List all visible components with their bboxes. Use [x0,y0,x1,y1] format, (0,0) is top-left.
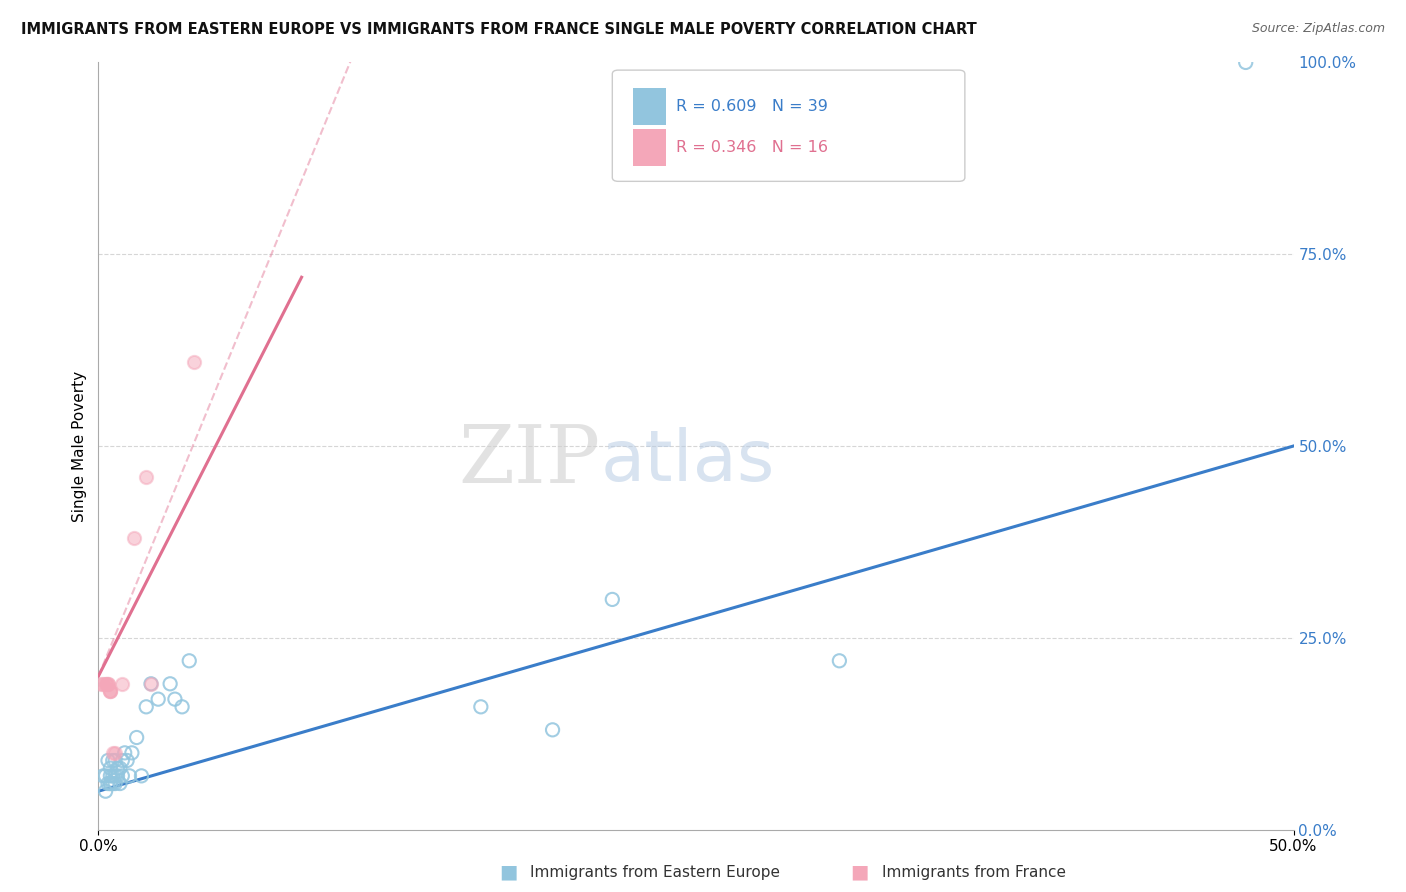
Text: atlas: atlas [600,427,775,496]
Y-axis label: Single Male Poverty: Single Male Poverty [72,370,87,522]
Point [98,684,122,698]
Text: IMMIGRANTS FROM EASTERN EUROPE VS IMMIGRANTS FROM FRANCE SINGLE MALE POVERTY COR: IMMIGRANTS FROM EASTERN EUROPE VS IMMIGR… [21,22,977,37]
Point [101,776,124,790]
Point [108,761,131,775]
Point [98,769,122,783]
Point [125,731,148,745]
Point [98,684,122,698]
FancyBboxPatch shape [613,70,965,181]
Point [163,692,186,706]
Text: ZIP: ZIP [458,422,600,500]
Text: ■: ■ [851,863,869,882]
Point [602,592,624,607]
Point [98,761,122,775]
Point [101,754,124,768]
Point [131,769,153,783]
Point [98,684,122,698]
Point [91,769,114,783]
Point [97,776,120,790]
Point [111,677,134,691]
Point [94,784,117,798]
Text: R = 0.609   N = 39: R = 0.609 N = 39 [676,99,828,113]
Point [104,776,127,790]
Point [541,723,564,737]
Point [124,531,146,545]
Point [139,677,162,691]
Point [179,654,201,668]
Point [111,754,134,768]
Point [94,769,117,783]
Point [118,769,141,783]
Point [97,677,120,691]
Point [101,746,124,760]
Bar [633,129,666,166]
Point [114,746,136,760]
Point [90,677,112,691]
Point [98,776,122,790]
Point [94,677,117,691]
Point [111,769,134,783]
Point [159,677,181,691]
Point [104,754,127,768]
Point [104,769,127,783]
Point [98,776,122,790]
Text: ■: ■ [499,863,517,882]
Point [104,746,127,760]
Point [135,699,157,714]
Text: R = 0.346   N = 16: R = 0.346 N = 16 [676,140,828,155]
Point [97,754,120,768]
Point [115,754,138,768]
Text: Source: ZipAtlas.com: Source: ZipAtlas.com [1251,22,1385,36]
Point [97,677,120,691]
Text: Immigrants from France: Immigrants from France [882,865,1066,880]
Point [107,769,129,783]
Point [828,654,851,668]
Point [94,677,117,691]
Text: Immigrants from Eastern Europe: Immigrants from Eastern Europe [530,865,780,880]
Point [139,677,162,691]
Bar [633,87,666,125]
Point [91,677,114,691]
Point [148,692,170,706]
Point [183,354,205,368]
Point [101,769,124,783]
Point [172,699,194,714]
Point [108,776,131,790]
Point [470,699,492,714]
Point [135,469,157,483]
Point [107,761,129,775]
Point [1234,55,1257,70]
Point [121,746,143,760]
